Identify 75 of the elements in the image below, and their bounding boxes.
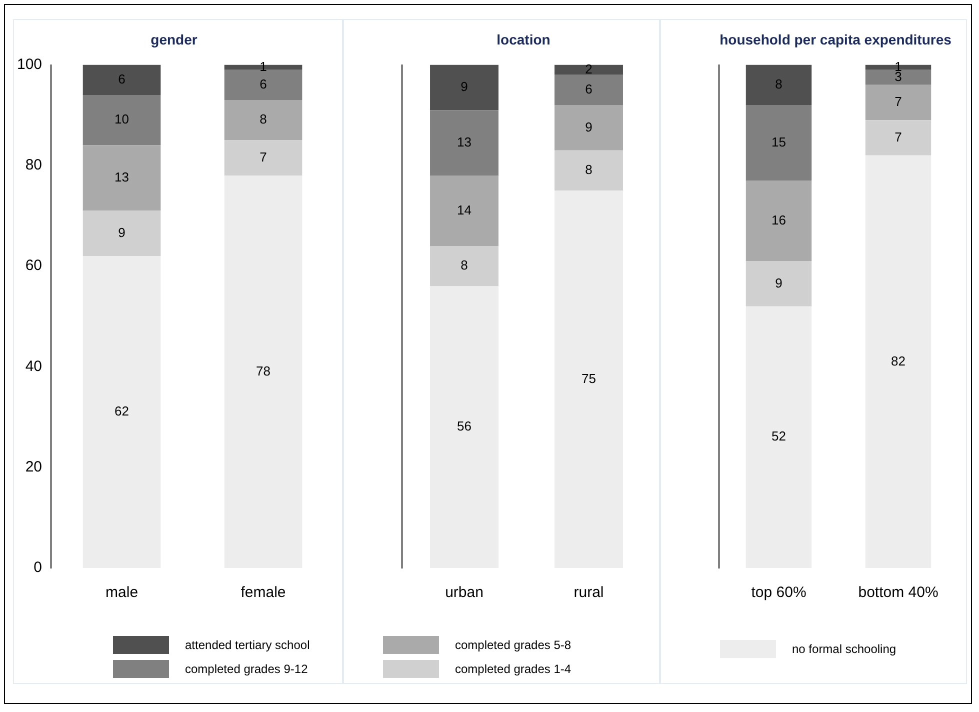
data-label: 2 [585, 61, 592, 76]
bar [865, 155, 932, 568]
bar [865, 70, 932, 85]
data-label: 9 [775, 275, 782, 290]
bar [82, 210, 161, 256]
bar [554, 74, 623, 106]
bar [224, 140, 302, 176]
data-label: 7 [894, 129, 902, 144]
bar [746, 306, 812, 568]
data-label: 75 [582, 370, 596, 386]
bar [224, 100, 302, 140]
data-label: 16 [772, 212, 786, 228]
data-label: 6 [260, 76, 267, 92]
legend-label: completed grades 9-12 [185, 662, 308, 676]
data-label: 8 [260, 112, 267, 127]
data-label: 15 [772, 134, 786, 150]
bar [554, 150, 623, 191]
y-tick-label: 80 [25, 156, 42, 174]
data-label: 62 [114, 404, 130, 419]
bar [746, 105, 812, 181]
data-label: 82 [891, 353, 906, 368]
bar [430, 176, 498, 246]
data-label: 14 [457, 202, 472, 218]
x-tick-label: urban [445, 584, 484, 602]
bar [554, 105, 623, 150]
x-tick-label: bottom 40% [858, 584, 938, 602]
data-label: 6 [118, 71, 126, 86]
y-tick-label: 20 [25, 458, 42, 476]
data-label: 52 [772, 428, 786, 444]
chart-title: location [496, 31, 550, 48]
x-tick-label: male [106, 584, 138, 602]
legend-label: completed grades 1-4 [455, 662, 572, 676]
data-label: 10 [114, 112, 130, 127]
y-tick-label: 60 [25, 257, 42, 274]
legend-label: completed grades 5-8 [455, 638, 572, 652]
data-label: 13 [114, 170, 130, 185]
chart-title: household per capita expenditures [720, 31, 952, 48]
data-label: 8 [775, 76, 782, 92]
x-tick-label: female [240, 584, 286, 602]
data-label: 7 [894, 94, 902, 110]
bar [82, 94, 161, 146]
bar [430, 110, 498, 176]
chart-title: gender [150, 31, 198, 48]
bar [554, 190, 623, 568]
data-label: 6 [585, 82, 592, 97]
legend-label: attended tertiary school [185, 638, 310, 652]
y-tick-label: 100 [16, 56, 42, 73]
legend-label: no formal schooling [792, 642, 896, 656]
bar [430, 246, 498, 286]
bar [865, 120, 932, 156]
x-tick-label: top 60% [751, 584, 806, 602]
bar [430, 286, 498, 568]
data-label: 9 [118, 224, 126, 240]
bar [746, 261, 812, 306]
data-label: 13 [457, 134, 472, 150]
bar [554, 64, 623, 75]
bar [82, 145, 161, 211]
data-label: 8 [585, 162, 592, 178]
bar [224, 176, 302, 568]
bar [224, 70, 302, 100]
x-tick-label: rural [574, 584, 604, 602]
data-label: 7 [260, 149, 267, 164]
bar [82, 256, 161, 568]
data-label: 9 [460, 79, 468, 94]
bar [430, 64, 498, 110]
data-label: 56 [457, 418, 472, 434]
bar [865, 84, 932, 120]
y-tick-label: 0 [34, 559, 42, 576]
bar [746, 64, 812, 106]
bar [746, 180, 812, 262]
y-tick-label: 40 [25, 358, 42, 375]
data-label: 9 [585, 119, 592, 134]
data-label: 8 [460, 258, 468, 273]
bar [82, 64, 161, 95]
data-label: 78 [256, 363, 270, 378]
